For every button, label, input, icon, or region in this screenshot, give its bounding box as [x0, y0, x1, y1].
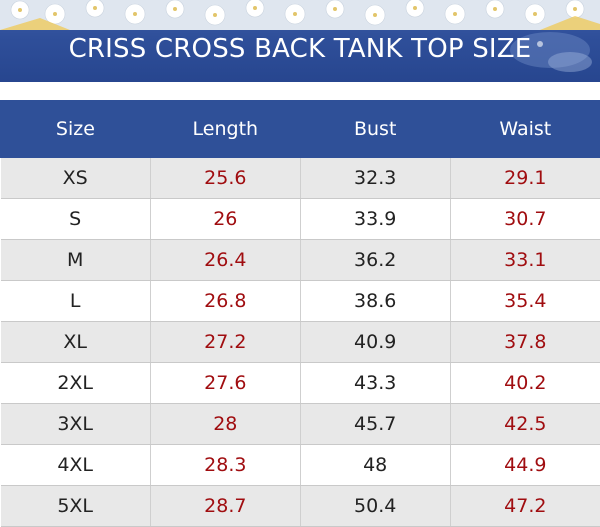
length-cell: 26.8 — [150, 281, 300, 322]
size-cell: 5XL — [1, 486, 151, 527]
waist-cell: 29.1 — [450, 158, 600, 199]
bust-cell: 43.3 — [300, 363, 450, 404]
length-cell: 28 — [150, 404, 300, 445]
table-row: S 26 33.9 30.7 — [1, 199, 600, 240]
waist-cell: 37.8 — [450, 322, 600, 363]
size-cell: 3XL — [1, 404, 151, 445]
waist-cell: 44.9 — [450, 445, 600, 486]
waist-cell: 40.2 — [450, 363, 600, 404]
length-cell: 26.4 — [150, 240, 300, 281]
waist-cell: 47.2 — [450, 486, 600, 527]
header-length: Length — [150, 100, 300, 158]
waist-cell: 42.5 — [450, 404, 600, 445]
length-cell: 26 — [150, 199, 300, 240]
table-row: XS 25.6 32.3 29.1 — [1, 158, 600, 199]
bust-cell: 48 — [300, 445, 450, 486]
bust-cell: 33.9 — [300, 199, 450, 240]
length-cell: 25.6 — [150, 158, 300, 199]
size-cell: XL — [1, 322, 151, 363]
waist-cell: 30.7 — [450, 199, 600, 240]
table-row: 4XL 28.3 48 44.9 — [1, 445, 600, 486]
bust-cell: 32.3 — [300, 158, 450, 199]
bust-cell: 45.7 — [300, 404, 450, 445]
bust-cell: 36.2 — [300, 240, 450, 281]
table-row: L 26.8 38.6 35.4 — [1, 281, 600, 322]
title-banner: CRISS CROSS BACK TANK TOP SIZE — [0, 0, 600, 82]
table-row: M 26.4 36.2 33.1 — [1, 240, 600, 281]
size-chart-table: Size Length Bust Waist XS 25.6 32.3 29.1… — [0, 100, 600, 527]
bust-cell: 40.9 — [300, 322, 450, 363]
size-cell: 4XL — [1, 445, 151, 486]
size-cell: XS — [1, 158, 151, 199]
length-cell: 27.6 — [150, 363, 300, 404]
table-row: 5XL 28.7 50.4 47.2 — [1, 486, 600, 527]
size-cell: S — [1, 199, 151, 240]
header-size: Size — [1, 100, 151, 158]
spacer — [0, 82, 600, 100]
waist-cell: 35.4 — [450, 281, 600, 322]
bust-cell: 50.4 — [300, 486, 450, 527]
length-cell: 28.7 — [150, 486, 300, 527]
size-cell: 2XL — [1, 363, 151, 404]
page-title: CRISS CROSS BACK TANK TOP SIZE — [0, 34, 600, 64]
table-row: 2XL 27.6 43.3 40.2 — [1, 363, 600, 404]
table-row: XL 27.2 40.9 37.8 — [1, 322, 600, 363]
size-cell: L — [1, 281, 151, 322]
header-waist: Waist — [450, 100, 600, 158]
length-cell: 28.3 — [150, 445, 300, 486]
table-row: 3XL 28 45.7 42.5 — [1, 404, 600, 445]
bust-cell: 38.6 — [300, 281, 450, 322]
header-bust: Bust — [300, 100, 450, 158]
table-header-row: Size Length Bust Waist — [1, 100, 600, 158]
length-cell: 27.2 — [150, 322, 300, 363]
waist-cell: 33.1 — [450, 240, 600, 281]
size-cell: M — [1, 240, 151, 281]
